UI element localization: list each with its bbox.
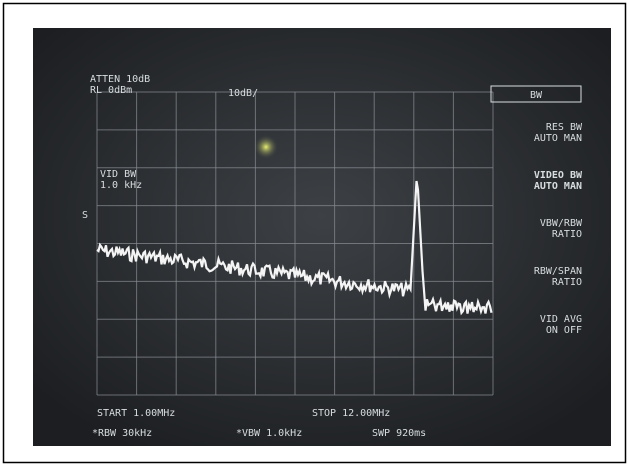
sweep: SWP 920ms: [372, 428, 426, 439]
softkey-label: VBW/RBW: [540, 218, 583, 229]
softkey-label: RBW/SPAN: [534, 266, 582, 277]
softkey-label: VID AVG: [540, 314, 582, 325]
softkey-label: ON OFF: [546, 325, 582, 336]
page: ATTEN 10dB RL 0dBm 10dB/ VID BW 1.0 kHz …: [0, 0, 629, 470]
softkey-label: RES BW: [546, 122, 583, 133]
rbw: *RBW 30kHz: [92, 428, 152, 439]
ref-level: RL 0dBm: [90, 85, 132, 96]
softkey-label: AUTO MAN: [534, 181, 582, 192]
vid-bw-value: 1.0 kHz: [100, 180, 142, 191]
softkey-label: RATIO: [552, 229, 582, 240]
vbw: *VBW 1.0kHz: [236, 428, 302, 439]
scale: 10dB/: [228, 88, 258, 99]
glare: [254, 135, 278, 159]
side-mark: S: [82, 210, 88, 221]
stop-freq: STOP 12.00MHz: [312, 408, 390, 419]
screenshot: ATTEN 10dB RL 0dBm 10dB/ VID BW 1.0 kHz …: [0, 0, 629, 466]
menu-title: BW: [530, 90, 543, 101]
softkey-label: AUTO MAN: [534, 133, 582, 144]
atten: ATTEN 10dB: [90, 74, 150, 85]
softkey-label: VIDEO BW: [534, 170, 583, 181]
vid-bw-label: VID BW: [100, 169, 137, 180]
softkey-label: RATIO: [552, 277, 582, 288]
start-freq: START 1.00MHz: [97, 408, 175, 419]
